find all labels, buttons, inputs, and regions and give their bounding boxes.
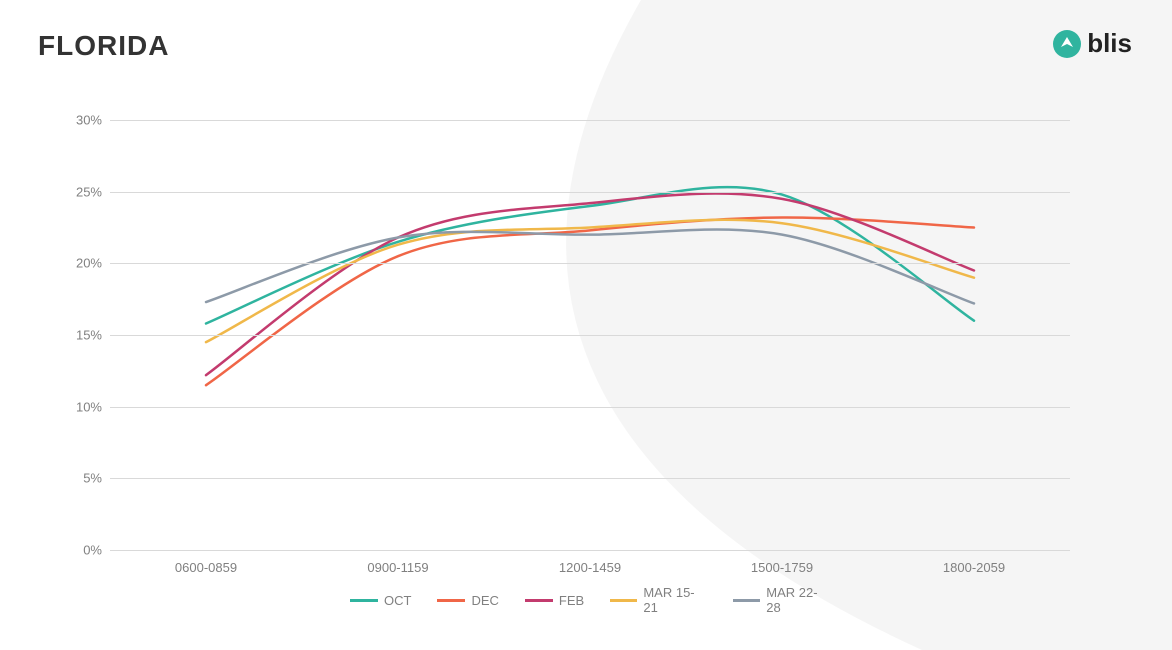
legend-swatch [733, 599, 760, 602]
y-axis-tick-label: 5% [83, 471, 102, 486]
legend-swatch [610, 599, 637, 602]
x-axis-tick-label: 1500-1759 [751, 560, 813, 575]
legend-item: OCT [350, 593, 411, 608]
legend-item: FEB [525, 593, 584, 608]
legend-item: MAR 22-28 [733, 585, 830, 615]
y-axis-tick-label: 0% [83, 543, 102, 558]
gridline [110, 120, 1070, 121]
gridline [110, 192, 1070, 193]
x-axis-tick-label: 1200-1459 [559, 560, 621, 575]
legend-swatch [525, 599, 553, 602]
x-axis-tick-label: 1800-2059 [943, 560, 1005, 575]
legend-swatch [437, 599, 465, 602]
brand-logo: blis [1053, 28, 1132, 59]
gridline [110, 407, 1070, 408]
legend-item: DEC [437, 593, 498, 608]
gridline [110, 550, 1070, 551]
legend-label: MAR 22-28 [766, 585, 830, 615]
brand-logo-text: blis [1087, 28, 1132, 59]
series-line [206, 220, 974, 342]
legend-swatch [350, 599, 378, 602]
series-line [206, 194, 974, 376]
legend-label: MAR 15-21 [643, 585, 707, 615]
page-title: FLORIDA [38, 30, 169, 62]
y-axis-tick-label: 15% [76, 328, 102, 343]
x-axis-tick-label: 0600-0859 [175, 560, 237, 575]
y-axis-tick-label: 20% [76, 256, 102, 271]
series-line [206, 187, 974, 323]
series-line [206, 217, 974, 385]
line-chart: OCTDECFEBMAR 15-21MAR 22-28 0%5%10%15%20… [110, 120, 1070, 550]
gridline [110, 335, 1070, 336]
chart-legend: OCT DEC FEB MAR 15-21 MAR 22-28 [350, 585, 830, 615]
legend-label: OCT [384, 593, 411, 608]
gridline [110, 478, 1070, 479]
legend-label: DEC [471, 593, 498, 608]
brand-logo-icon [1053, 30, 1081, 58]
legend-label: FEB [559, 593, 584, 608]
y-axis-tick-label: 10% [76, 399, 102, 414]
legend-item: MAR 15-21 [610, 585, 707, 615]
y-axis-tick-label: 25% [76, 184, 102, 199]
x-axis-tick-label: 0900-1159 [367, 560, 428, 575]
y-axis-tick-label: 30% [76, 113, 102, 128]
gridline [110, 263, 1070, 264]
